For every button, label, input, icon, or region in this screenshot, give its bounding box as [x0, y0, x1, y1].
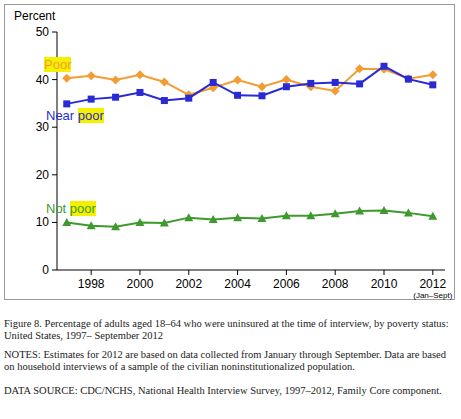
caption-title: Figure 8. Percentage of adults aged 18–6…	[4, 318, 456, 342]
y-tick	[52, 127, 57, 128]
marker	[136, 89, 143, 96]
marker	[209, 215, 218, 223]
marker	[258, 92, 265, 99]
x-tick-label: 2012	[419, 277, 446, 291]
marker	[331, 87, 340, 96]
marker	[185, 95, 192, 102]
marker	[234, 92, 241, 99]
marker	[160, 218, 169, 226]
marker	[111, 76, 120, 85]
marker	[306, 211, 315, 219]
marker	[135, 70, 144, 79]
marker	[88, 96, 95, 103]
marker	[404, 208, 413, 216]
x-tick	[139, 270, 140, 275]
marker	[355, 64, 364, 73]
marker	[184, 213, 193, 221]
marker	[233, 213, 242, 221]
marker	[257, 214, 266, 222]
marker	[87, 71, 96, 80]
x-tick	[335, 270, 336, 275]
plot-area	[62, 63, 437, 230]
y-axis-label: Percent	[14, 9, 56, 23]
marker	[379, 206, 388, 214]
y-tick	[52, 222, 57, 223]
marker	[257, 82, 266, 91]
y-tick-label: 40	[36, 73, 50, 87]
x-tick-label: 1998	[78, 277, 105, 291]
legend-entry: Not poor	[46, 201, 96, 216]
x-tick-label: 2008	[322, 277, 349, 291]
legend-entry: Poor	[44, 57, 71, 72]
x-tick-label: 2006	[273, 277, 300, 291]
caption-source: DATA SOURCE: CDC/NCHS, National Health I…	[4, 385, 456, 397]
marker	[428, 70, 437, 79]
marker	[282, 211, 291, 219]
marker	[62, 74, 71, 83]
marker	[161, 97, 168, 104]
marker	[380, 63, 387, 70]
marker	[135, 218, 144, 226]
marker	[405, 76, 412, 83]
series-line	[67, 66, 433, 104]
marker	[429, 81, 436, 88]
legend-entry: Near poor	[46, 108, 104, 123]
y-tick-label: 50	[36, 25, 50, 39]
y-tick-label: 10	[36, 215, 50, 229]
x-tick-label: 2004	[224, 277, 251, 291]
caption-notes: NOTES: Estimates for 2012 are based on d…	[4, 349, 456, 373]
y-tick	[52, 174, 57, 175]
y-tick-label: 0	[42, 263, 49, 277]
marker	[62, 218, 71, 226]
y-tick	[52, 79, 57, 80]
x-tick	[237, 270, 238, 275]
marker	[307, 80, 314, 87]
marker	[355, 206, 364, 214]
marker	[87, 221, 96, 229]
marker	[63, 100, 70, 107]
marker	[112, 94, 119, 101]
y-tick	[52, 270, 57, 271]
x-tick-label: 2000	[127, 277, 154, 291]
marker	[404, 74, 413, 83]
marker	[332, 79, 339, 86]
chart-frame	[4, 4, 455, 300]
marker	[331, 209, 340, 217]
x-tick	[432, 270, 433, 275]
marker	[210, 79, 217, 86]
marker	[160, 77, 169, 86]
x-tick-label: 2010	[371, 277, 398, 291]
annotation: (Jan–Sept)	[413, 291, 452, 300]
marker	[282, 75, 291, 84]
y-tick-label: 20	[36, 168, 50, 182]
x-tick-label: 2002	[175, 277, 202, 291]
marker	[428, 212, 437, 220]
marker	[111, 222, 120, 230]
x-tick	[188, 270, 189, 275]
y-tick	[52, 32, 57, 33]
marker	[283, 83, 290, 90]
series-line	[67, 69, 433, 95]
x-tick	[286, 270, 287, 275]
series-line	[67, 211, 433, 227]
marker	[356, 80, 363, 87]
x-tick	[91, 270, 92, 275]
marker	[233, 76, 242, 85]
x-tick	[383, 270, 384, 275]
x-axis	[57, 270, 445, 271]
